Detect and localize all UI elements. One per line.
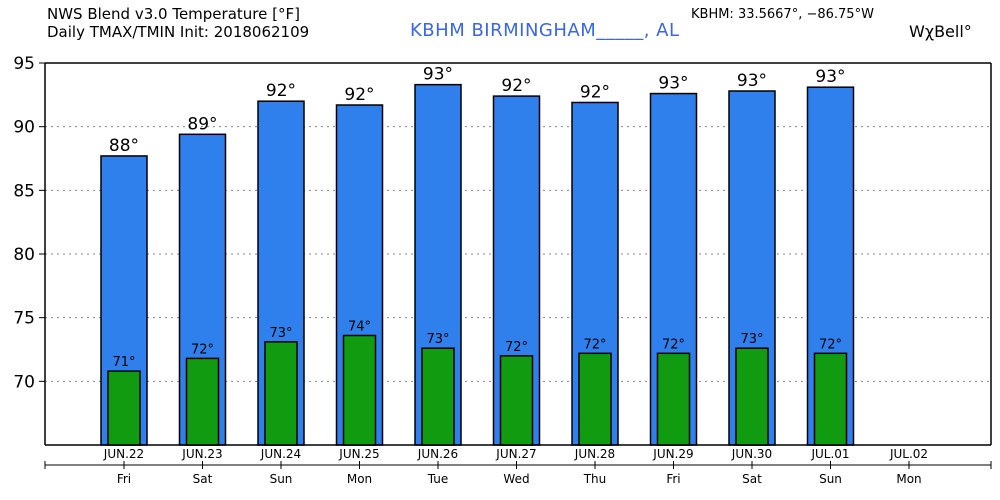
tmin-label: 72° <box>662 337 685 352</box>
x-weekday-label: Wed <box>503 472 529 486</box>
tmax-label: 93° <box>423 65 453 85</box>
tmin-bar <box>499 355 534 446</box>
tmax-label: 92° <box>266 81 296 101</box>
brand-logo: WχBell° <box>909 22 972 41</box>
tmin-bar <box>656 352 691 446</box>
tmax-label: 89° <box>187 114 217 134</box>
x-date-label: JUN.24 <box>260 447 301 461</box>
tmin-bar <box>421 347 455 446</box>
tmax-label: 92° <box>501 76 531 96</box>
tmin-bar <box>342 334 377 446</box>
tmin-label: 72° <box>583 337 606 352</box>
x-date-label: JUN.22 <box>103 447 144 461</box>
y-tick-label: 70 <box>13 372 35 392</box>
x-date-label: JUN.25 <box>338 447 379 461</box>
y-tick-label: 90 <box>13 118 35 138</box>
tmax-label: 93° <box>815 67 845 87</box>
tmin-bar <box>107 370 141 446</box>
x-weekday-label: Tue <box>427 472 449 486</box>
tmin-label: 72° <box>819 337 842 352</box>
x-date-label: JUL.02 <box>889 447 928 461</box>
tmax-label: 92° <box>344 85 374 105</box>
station-coordinates: KBHM: 33.5667°, −86.75°W <box>691 7 874 22</box>
x-weekday-label: Mon <box>347 472 372 486</box>
tmin-label: 71° <box>112 355 135 370</box>
y-tick-label: 75 <box>13 309 35 329</box>
y-tick-label: 85 <box>13 181 35 201</box>
tmax-label: 93° <box>737 71 767 91</box>
tmin-bar <box>264 341 298 446</box>
tmin-label: 73° <box>740 332 763 347</box>
y-tick-label: 80 <box>13 245 35 265</box>
tmin-bar <box>185 357 220 446</box>
tmin-label: 73° <box>426 332 449 347</box>
tmax-label: 92° <box>580 82 610 102</box>
tmin-label: 73° <box>269 326 292 341</box>
chart-subtitle: Daily TMAX/TMIN Init: 2018062109 <box>47 23 310 41</box>
x-date-label: JUN.30 <box>731 447 772 461</box>
tmin-label: 72° <box>191 342 214 357</box>
x-weekday-label: Sun <box>270 472 293 486</box>
x-date-label: JUN.27 <box>495 447 536 461</box>
x-weekday-label: Thu <box>583 472 607 486</box>
x-date-label: JUN.26 <box>417 447 458 461</box>
tmin-bar <box>735 347 769 446</box>
tmin-label: 74° <box>348 319 371 334</box>
tmax-label: 93° <box>658 74 688 94</box>
x-weekday-label: Fri <box>666 472 680 486</box>
x-weekday-label: Sat <box>742 472 762 486</box>
tmin-bar <box>578 352 612 446</box>
tmin-bar <box>813 352 848 446</box>
chart-title: NWS Blend v3.0 Temperature [°F] <box>47 5 300 23</box>
x-date-label: JUN.28 <box>574 447 615 461</box>
station-name: KBHM BIRMINGHAM_____, AL <box>410 20 680 41</box>
x-date-label: JUN.23 <box>181 447 222 461</box>
tmin-label: 72° <box>505 340 528 355</box>
tmax-label: 88° <box>109 136 139 156</box>
x-weekday-label: Sat <box>193 472 213 486</box>
x-weekday-label: Mon <box>896 472 921 486</box>
x-weekday-label: Fri <box>117 472 131 486</box>
x-date-label: JUL.01 <box>810 447 849 461</box>
x-date-label: JUN.29 <box>652 447 693 461</box>
y-tick-label: 95 <box>13 54 35 74</box>
x-weekday-label: Sun <box>819 472 842 486</box>
